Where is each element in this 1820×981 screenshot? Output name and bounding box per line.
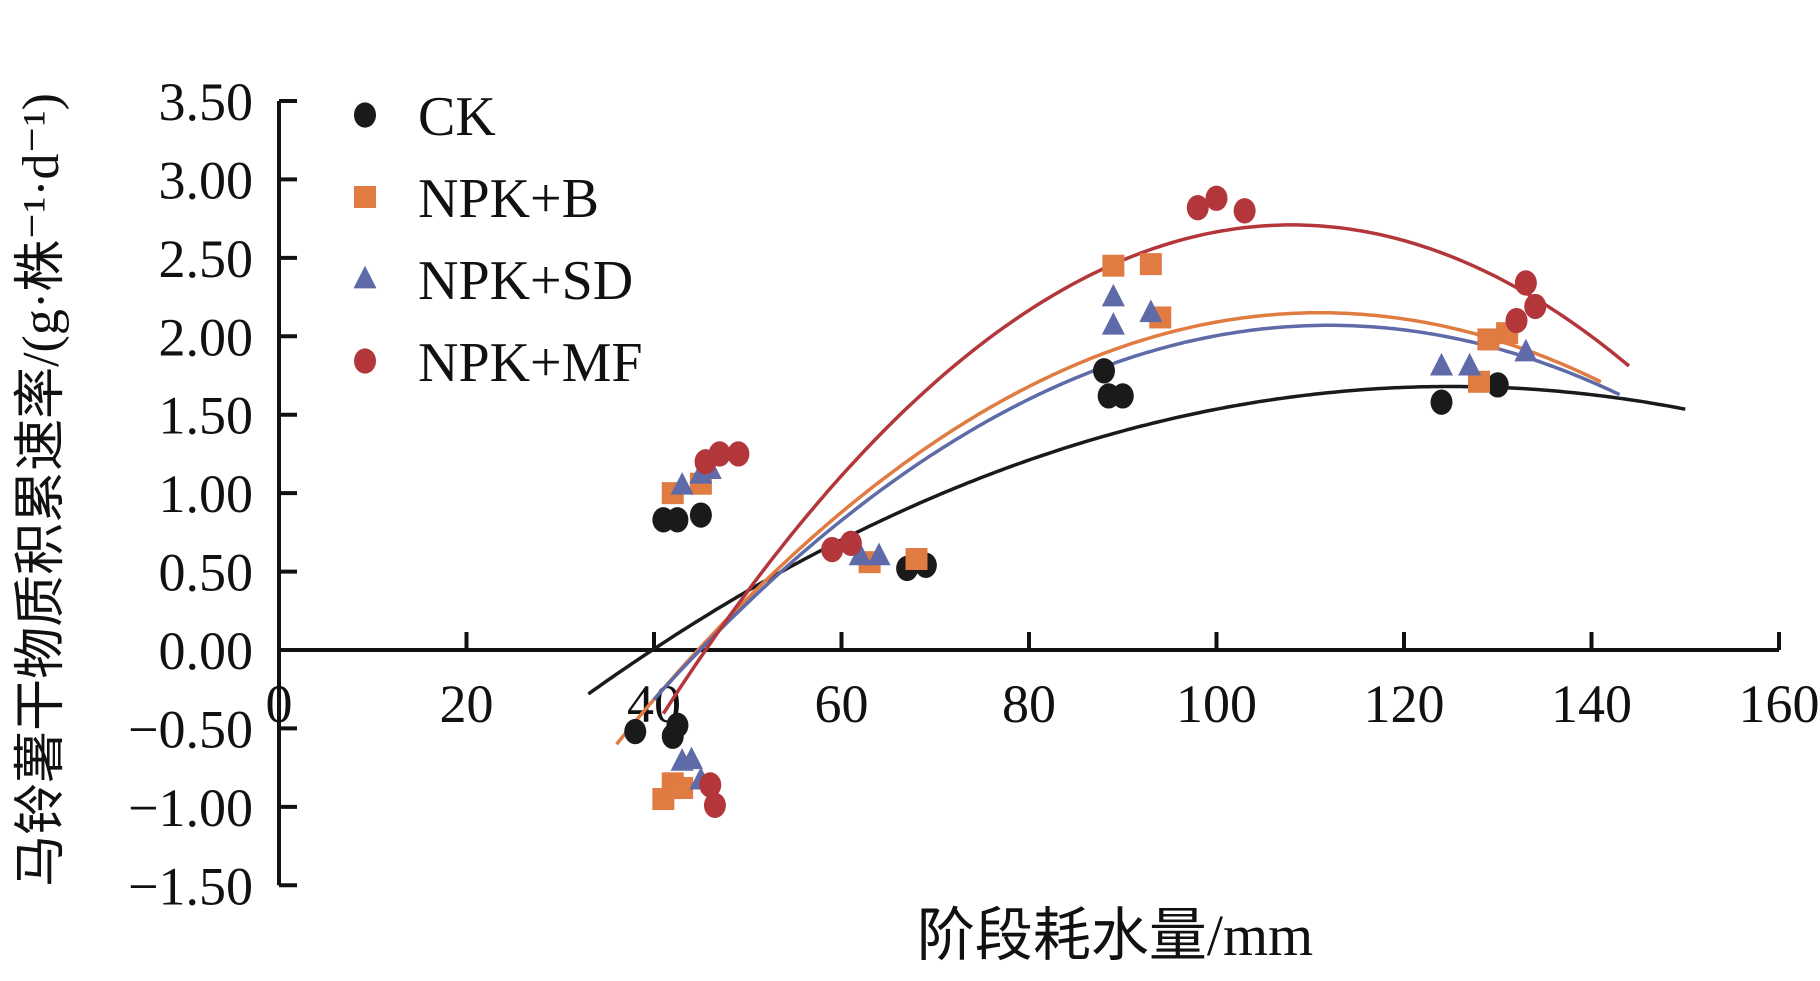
- data-point-npk-sd: [1139, 299, 1163, 323]
- x-tick-label: 80: [1002, 674, 1056, 734]
- fit-curves: [587, 223, 1686, 746]
- data-point-npk-mf: [699, 772, 722, 798]
- data-point-npk-sd: [679, 746, 704, 770]
- legend-label-npk-b: NPK+B: [418, 168, 599, 230]
- x-tick-label: 100: [1176, 674, 1257, 734]
- data-point-npk-sd: [848, 542, 872, 566]
- x-tick-label: 0: [266, 674, 293, 734]
- fit-curve-npk-mf: [661, 223, 1631, 715]
- data-point-npk-b: [1477, 328, 1500, 351]
- y-tick-label: −0.50: [128, 699, 253, 759]
- data-point-npk-mf: [708, 441, 731, 467]
- data-point-npk-mf: [839, 530, 862, 556]
- legend-marker-ck: [354, 102, 376, 128]
- data-point-npk-mf: [703, 792, 726, 818]
- fit-curve-npk-sd: [652, 323, 1621, 701]
- data-point-npk-sd: [1101, 312, 1125, 335]
- data-point-npk-b: [1139, 253, 1162, 276]
- data-point-ck: [1093, 358, 1115, 384]
- data-point-npk-b: [905, 548, 928, 571]
- data-points: [624, 185, 1547, 818]
- data-point-npk-sd: [1458, 352, 1482, 376]
- y-tick-label: 1.50: [159, 386, 254, 446]
- data-point-ck: [666, 712, 689, 738]
- data-point-npk-sd: [1101, 283, 1125, 307]
- y-tick-label: 3.50: [159, 72, 254, 132]
- x-tick-label: 20: [440, 674, 494, 734]
- data-point-npk-sd: [670, 472, 694, 495]
- data-point-npk-mf: [1233, 198, 1256, 224]
- data-point-npk-b: [671, 777, 694, 800]
- data-point-ck: [1111, 383, 1134, 409]
- legend: CK NPK+B NPK+SD NPK+MF: [353, 86, 643, 394]
- y-tick-label: 3.00: [159, 150, 254, 210]
- y-tick-label: 0.00: [159, 621, 254, 681]
- data-point-npk-mf: [1524, 293, 1547, 320]
- data-point-npk-b: [1102, 254, 1125, 277]
- data-point-npk-mf: [1186, 195, 1209, 221]
- legend-label-npk-mf: NPK+MF: [418, 332, 643, 394]
- data-point-ck: [624, 718, 647, 745]
- legend-label-ck: CK: [418, 86, 496, 148]
- data-point-ck: [1430, 389, 1453, 415]
- legend-marker-npk-mf: [354, 348, 376, 374]
- axes: 0 20 40 60 80 100 120 140 160−1.50−1.00−0.500.00…: [128, 72, 1819, 916]
- x-tick-label: 60: [815, 674, 869, 734]
- x-axis-label: 阶段耗水量/mm: [917, 903, 1313, 968]
- y-tick-label: 2.00: [159, 307, 254, 367]
- data-point-npk-mf: [727, 441, 750, 467]
- data-point-ck: [689, 502, 712, 528]
- y-axis-label: 马铃薯干物质积累速率/(g·株⁻¹·d⁻¹): [13, 93, 70, 887]
- data-point-npk-mf: [821, 536, 844, 563]
- data-point-ck: [666, 507, 689, 533]
- data-point-npk-sd: [867, 542, 891, 566]
- data-point-ck: [1486, 372, 1509, 398]
- x-tick-label: 120: [1364, 674, 1445, 734]
- x-tick-label: 140: [1551, 674, 1632, 734]
- legend-label-npk-sd: NPK+SD: [418, 250, 633, 312]
- y-tick-label: −1.50: [128, 856, 253, 916]
- data-point-npk-b: [1468, 370, 1490, 393]
- fit-curve-ck: [587, 384, 1686, 696]
- y-tick-label: 1.00: [159, 464, 254, 524]
- data-point-npk-mf: [1505, 307, 1528, 334]
- x-tick-label: 160: [1739, 674, 1820, 734]
- y-tick-label: 2.50: [159, 229, 254, 289]
- data-point-npk-sd: [1429, 352, 1454, 376]
- y-tick-label: 0.50: [159, 543, 254, 603]
- y-tick-label: −1.00: [128, 778, 253, 838]
- fit-curve-npk-b: [615, 311, 1602, 746]
- legend-marker-npk-sd: [353, 265, 377, 289]
- data-point-npk-sd: [1514, 338, 1538, 362]
- data-point-npk-mf: [1205, 185, 1228, 211]
- data-point-npk-mf: [1514, 270, 1537, 296]
- legend-marker-npk-b: [354, 186, 376, 208]
